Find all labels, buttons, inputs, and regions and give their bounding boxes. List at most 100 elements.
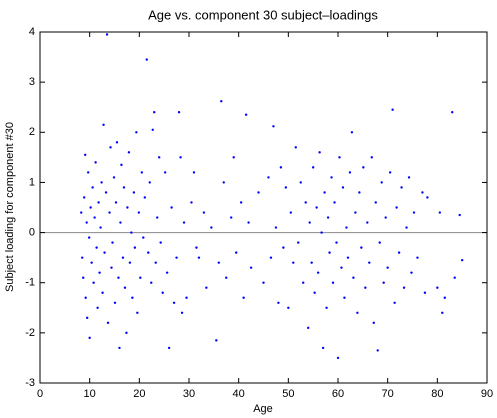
point: [378, 241, 381, 244]
point: [94, 161, 97, 164]
point: [458, 213, 461, 217]
point: [87, 236, 91, 239]
point: [438, 211, 442, 214]
y-tick-label: -2: [25, 327, 35, 339]
point: [244, 113, 248, 116]
point: [262, 281, 265, 284]
point: [83, 196, 86, 199]
point: [153, 111, 156, 114]
point: [115, 141, 119, 144]
point: [333, 201, 336, 204]
point: [119, 221, 122, 224]
point: [441, 311, 444, 314]
point: [234, 251, 238, 254]
point: [335, 241, 338, 244]
point: [93, 216, 96, 219]
point: [397, 251, 401, 254]
point: [192, 171, 196, 174]
point: [118, 346, 121, 350]
plot-frame: [39, 31, 488, 384]
point: [120, 163, 123, 167]
point: [341, 186, 345, 189]
x-tick-label: 30: [183, 388, 195, 400]
point: [159, 241, 162, 244]
point: [137, 211, 141, 214]
point: [202, 211, 206, 214]
x-tick-label: 20: [133, 388, 145, 400]
point: [88, 336, 91, 340]
point: [382, 281, 385, 284]
point: [320, 231, 323, 234]
x-axis-label: Age: [253, 403, 273, 415]
point: [269, 256, 273, 259]
point: [354, 211, 357, 214]
point: [89, 206, 92, 209]
point: [310, 261, 313, 264]
point: [109, 146, 112, 149]
y-tick-label: -1: [25, 277, 35, 289]
point: [423, 291, 427, 294]
point: [86, 171, 90, 174]
y-tick-label: 4: [29, 26, 35, 38]
point: [110, 266, 113, 269]
point: [292, 261, 295, 264]
point: [92, 281, 95, 284]
x-tick-label: 80: [431, 388, 443, 400]
point: [453, 276, 456, 279]
point: [376, 349, 379, 352]
point: [177, 111, 181, 114]
point: [242, 296, 245, 299]
point: [400, 186, 403, 189]
point: [215, 339, 218, 342]
point: [443, 296, 446, 299]
point: [451, 111, 454, 114]
point: [356, 311, 359, 314]
point: [308, 221, 311, 224]
point: [145, 58, 148, 61]
point: [316, 271, 320, 274]
point: [352, 276, 355, 279]
point: [370, 156, 373, 159]
point: [279, 166, 283, 169]
point: [325, 306, 328, 309]
point: [114, 201, 118, 204]
point: [122, 186, 126, 189]
point: [302, 281, 305, 284]
point: [426, 196, 429, 199]
point: [100, 181, 103, 184]
point: [232, 156, 235, 159]
point: [267, 176, 270, 179]
point: [113, 301, 117, 304]
point: [313, 291, 316, 294]
point: [148, 181, 151, 184]
point: [179, 156, 182, 159]
point: [130, 231, 133, 234]
point: [91, 186, 94, 189]
point: [139, 276, 142, 279]
point: [272, 125, 275, 128]
point: [412, 211, 416, 214]
point: [90, 261, 93, 264]
point: [82, 276, 85, 279]
point: [323, 191, 326, 194]
point: [84, 296, 87, 299]
point: [197, 256, 201, 259]
point: [395, 206, 398, 209]
point: [97, 201, 100, 204]
point: [368, 261, 371, 264]
point: [156, 216, 159, 219]
point: [416, 256, 419, 259]
x-tick-label: 10: [84, 388, 96, 400]
point: [225, 276, 228, 279]
point: [366, 221, 369, 224]
point: [132, 191, 136, 194]
point: [80, 211, 83, 214]
point: [95, 246, 98, 249]
point: [384, 216, 387, 219]
point: [345, 226, 348, 229]
point: [393, 301, 396, 304]
point: [249, 266, 253, 269]
y-tick-label: 3: [29, 76, 35, 88]
x-tick-label: 90: [481, 388, 493, 400]
